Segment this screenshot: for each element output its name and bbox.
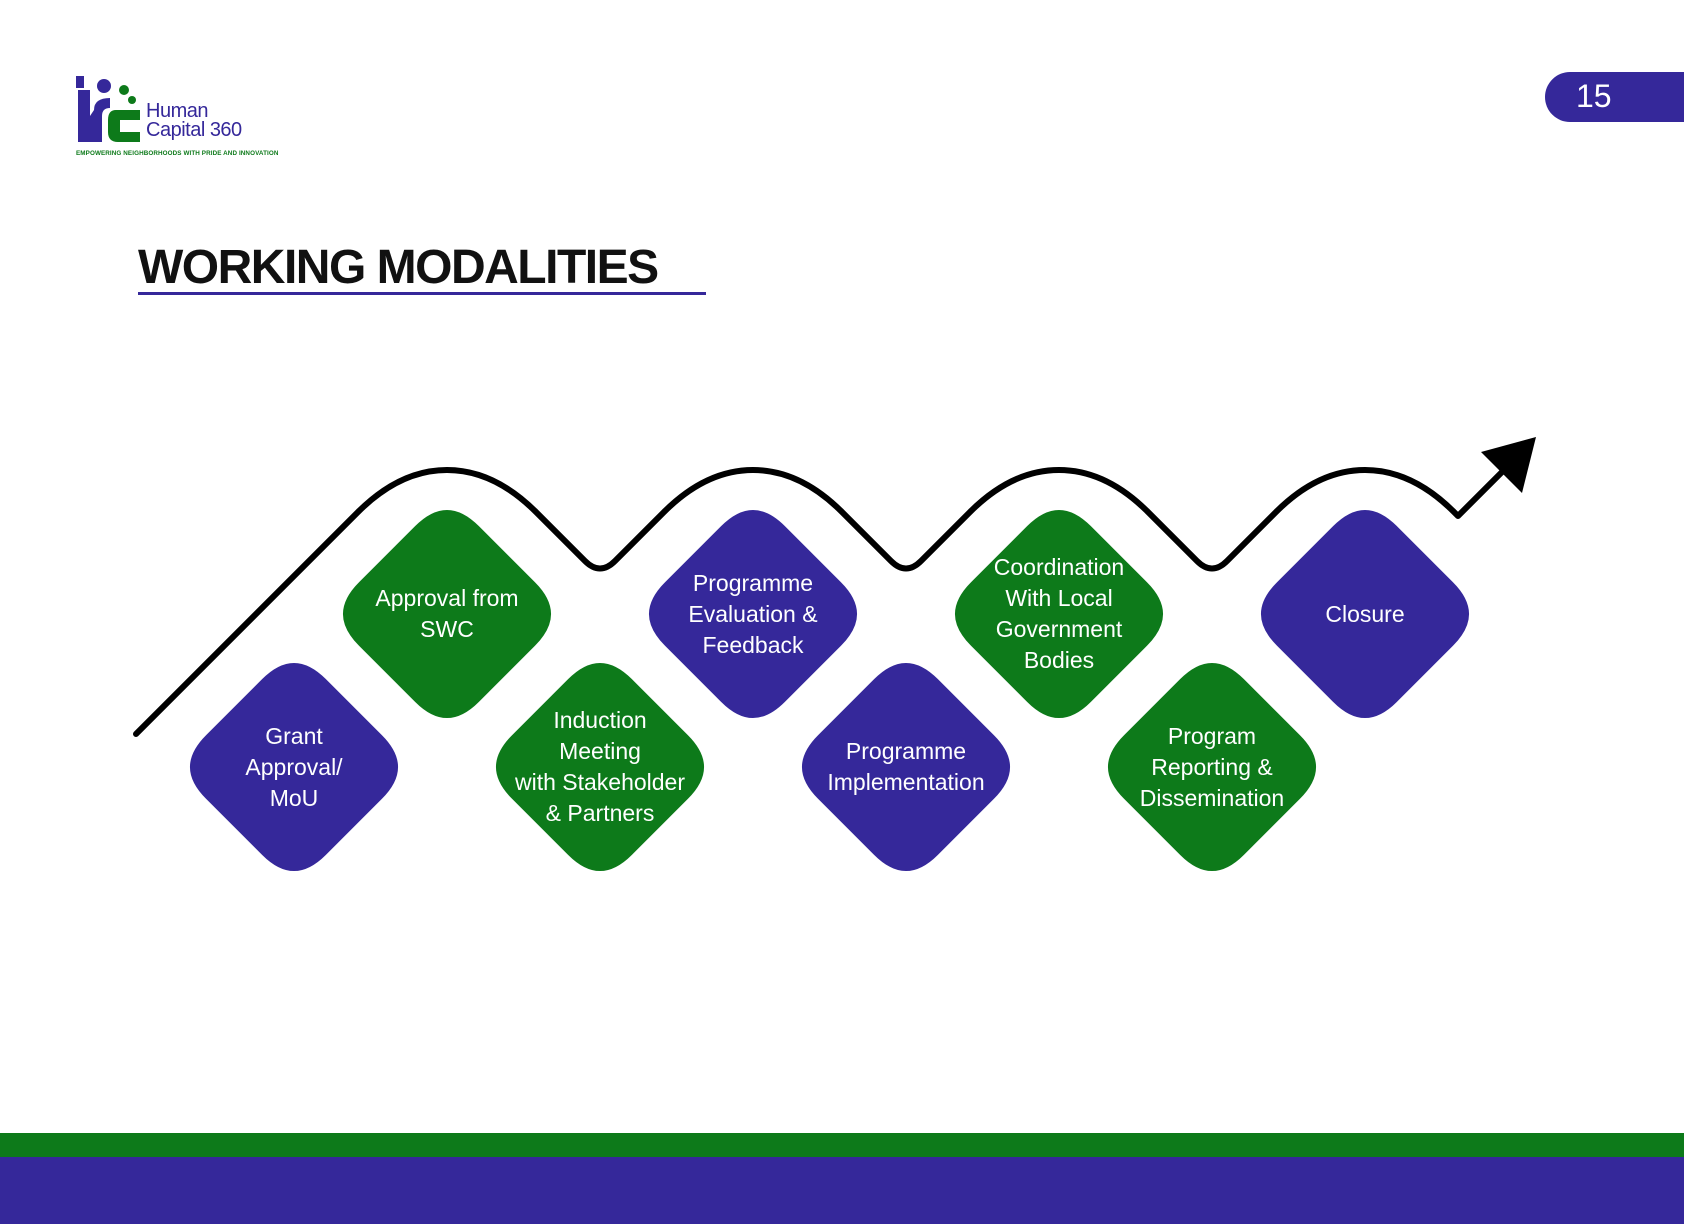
step-shapes [183, 503, 1476, 878]
step-6-label: Coordination With Local Government Bodies [993, 554, 1125, 673]
step-8-label: Closure [1325, 600, 1405, 627]
title-underline [138, 292, 706, 295]
step-3-label: Induction Meeting with Stakeholder & Partne… [514, 707, 686, 826]
step-7-label: Program Reporting & Dissemination [1139, 722, 1285, 811]
step-5-label: Programme Implementation [827, 738, 985, 795]
step-1-shape [183, 656, 405, 878]
step-1-label: Grant Approval/MoU [245, 722, 343, 811]
trend-arrow-line [133, 447, 1527, 737]
logo-mark-icon [76, 76, 140, 142]
footer-green-band [0, 1133, 1684, 1157]
step-4-shape [642, 503, 864, 725]
brand-tagline: EMPOWERING NEIGHBORHOODS WITH PRIDE AND … [76, 150, 279, 157]
brand-logo: Human Capital 360 EMPOWERING NEIGHBORHOO… [76, 76, 316, 162]
step-4-label: Programme Evaluation & Feedback [688, 569, 818, 658]
brand-name: Human Capital 360 [146, 100, 242, 141]
step-3-shape [489, 656, 711, 878]
brand-name-line1: Human [146, 100, 208, 122]
brand-name-line2: Capital 360 [146, 119, 242, 141]
arrow-head-icon [1481, 437, 1536, 493]
page-number-badge: 15 [1545, 72, 1684, 122]
step-6-shape [948, 503, 1170, 725]
footer-purple-band [0, 1157, 1684, 1224]
step-2-shape [336, 503, 558, 725]
step-5-shape [795, 656, 1017, 878]
step-8-shape [1254, 503, 1476, 725]
page-title: WORKING MODALITIES [138, 241, 659, 294]
page-number: 15 [1576, 78, 1612, 114]
step-2-label: Approval from SWC [375, 585, 519, 642]
step-7-shape [1101, 656, 1323, 878]
